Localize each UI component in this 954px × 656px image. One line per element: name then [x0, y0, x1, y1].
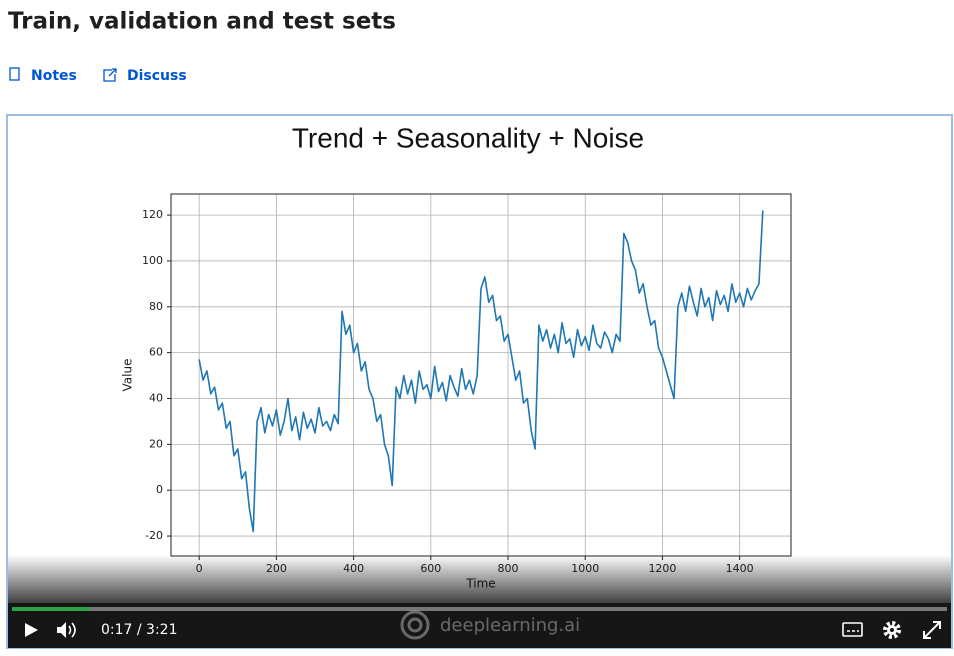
controls-shade [8, 555, 951, 603]
page-title: Train, validation and test sets [8, 9, 396, 35]
play-button[interactable] [25, 623, 38, 637]
captions-icon [842, 622, 863, 637]
volume-button[interactable] [57, 622, 76, 638]
gear-hole [890, 628, 894, 632]
y-tick-label: 120 [142, 208, 163, 221]
data-line [198, 210, 764, 533]
watermark-logo [400, 610, 430, 640]
notes-icon [9, 67, 20, 81]
y-tick-label: 60 [149, 346, 163, 359]
notes-link[interactable]: Notes [9, 67, 77, 84]
progress-played [12, 607, 90, 611]
y-tick-label: 20 [149, 437, 163, 450]
chart-title: Trend + Seasonality + Noise [292, 122, 644, 153]
watermark-text: deeplearning.ai [440, 615, 580, 636]
y-tick-label: 40 [149, 391, 163, 404]
discuss-text: Discuss [127, 68, 187, 84]
captions-button[interactable] [842, 622, 863, 637]
y-tick-label: 0 [156, 483, 163, 496]
volume-waves [68, 622, 76, 638]
y-tick-label: 80 [149, 300, 163, 313]
discuss-icon [103, 68, 117, 82]
y-tick-label: -20 [145, 529, 163, 542]
discuss-link[interactable]: Discuss [103, 68, 187, 84]
settings-button[interactable] [883, 621, 901, 639]
notes-text: Notes [31, 68, 77, 84]
watermark: deeplearning.ai [400, 610, 580, 640]
progress-track[interactable] [12, 607, 947, 611]
fullscreen-button[interactable] [923, 621, 941, 639]
chart: Trend + Seasonality + Noise Time Value 0… [121, 122, 792, 591]
watermark-logo-inner [407, 617, 423, 633]
plot-area [171, 194, 791, 556]
time-display: 0:17 / 3:21 [101, 622, 178, 638]
speaker-icon [57, 622, 66, 638]
y-axis-label: Value [121, 359, 135, 392]
y-tick-label: 100 [142, 254, 163, 267]
gear-teeth [883, 621, 901, 639]
